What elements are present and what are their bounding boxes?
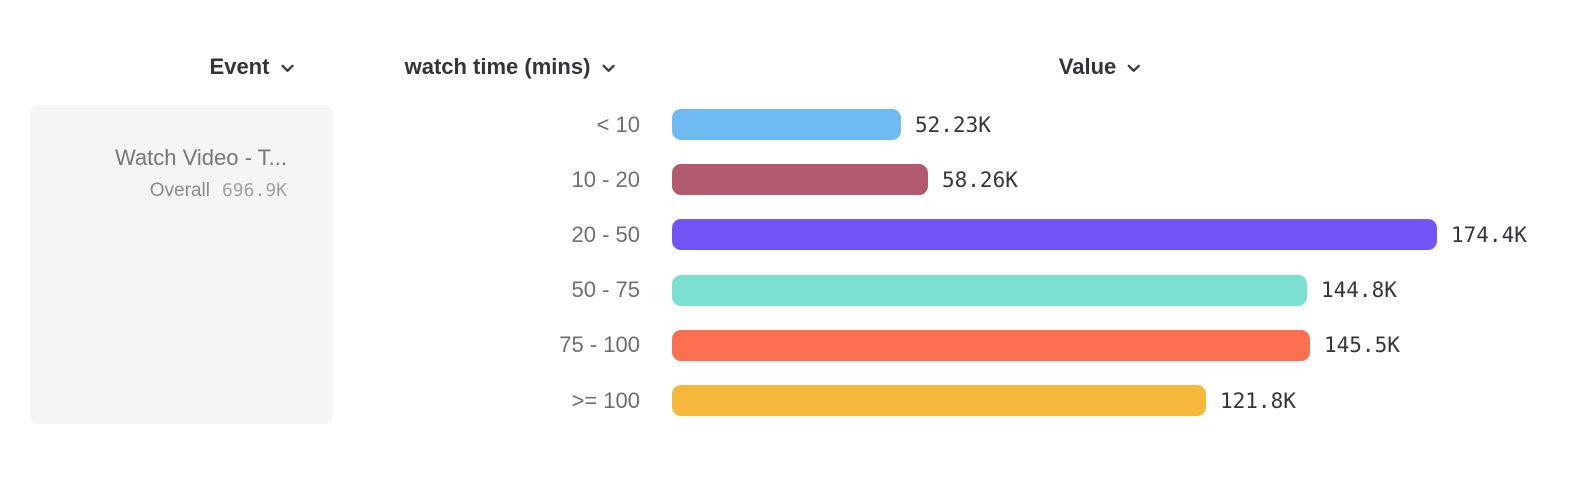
event-overall-label: Overall (149, 180, 210, 202)
bar-category-label: 75 - 100 (559, 332, 640, 358)
bar-row: 75 - 100 145.5K (0, 318, 1584, 373)
bar-category-label: >= 100 (571, 387, 640, 413)
value-column-header-label: Value (1058, 54, 1117, 79)
bar-cell: 145.5K (672, 329, 1584, 361)
bar-value-label: 121.8K (1220, 388, 1296, 413)
event-column-header[interactable]: Event (210, 54, 295, 80)
bar-cell: 174.4K (672, 219, 1584, 251)
bar-value-label: 174.4K (1451, 222, 1527, 247)
bar[interactable] (672, 329, 1310, 361)
event-overall: Overall 696.9K (30, 180, 287, 202)
bar-cell: 58.26K (672, 164, 1584, 196)
bar[interactable] (672, 385, 1206, 417)
bar-value-label: 145.5K (1324, 333, 1400, 358)
chevron-down-icon (1127, 64, 1141, 73)
bar-category-label: < 10 (596, 111, 640, 137)
bar-row: >= 100 121.8K (0, 373, 1584, 428)
bar-row: 10 - 20 58.26K (0, 152, 1584, 207)
event-card[interactable]: Watch Video - T... Overall 696.9K (30, 105, 333, 424)
bar-cell: 52.23K (672, 109, 1584, 141)
value-column-header[interactable]: Value (1059, 54, 1141, 80)
event-name: Watch Video - T... (114, 145, 287, 170)
chevron-down-icon (280, 64, 294, 73)
bar-cell: 144.8K (672, 274, 1584, 306)
bar[interactable] (672, 109, 901, 141)
breakdown-column-header-label: watch time (mins) (404, 54, 591, 79)
event-overall-value: 696.9K (221, 180, 287, 202)
bar[interactable] (672, 219, 1437, 251)
chevron-down-icon (601, 64, 615, 73)
bar-value-label: 58.26K (942, 167, 1018, 192)
bar-value-label: 52.23K (915, 112, 991, 137)
breakdown-column-header[interactable]: watch time (mins) (405, 54, 616, 80)
bar[interactable] (672, 274, 1307, 306)
bar-value-label: 144.8K (1321, 278, 1397, 303)
bar-row: 20 - 50 174.4K (0, 207, 1584, 262)
bar-category-label: 10 - 20 (571, 166, 641, 192)
bar-row: < 10 52.23K (0, 97, 1584, 152)
bar[interactable] (672, 164, 928, 196)
bar-chart-rows: < 10 52.23K 10 - 20 58.26K 20 - 50 174.4K 50 -… (0, 97, 1584, 428)
bar-row: 50 - 75 144.8K (0, 263, 1584, 318)
bar-cell: 121.8K (672, 385, 1584, 417)
bar-category-label: 50 - 75 (571, 277, 641, 303)
event-column-header-label: Event (209, 54, 270, 79)
bar-category-label: 20 - 50 (571, 221, 641, 247)
